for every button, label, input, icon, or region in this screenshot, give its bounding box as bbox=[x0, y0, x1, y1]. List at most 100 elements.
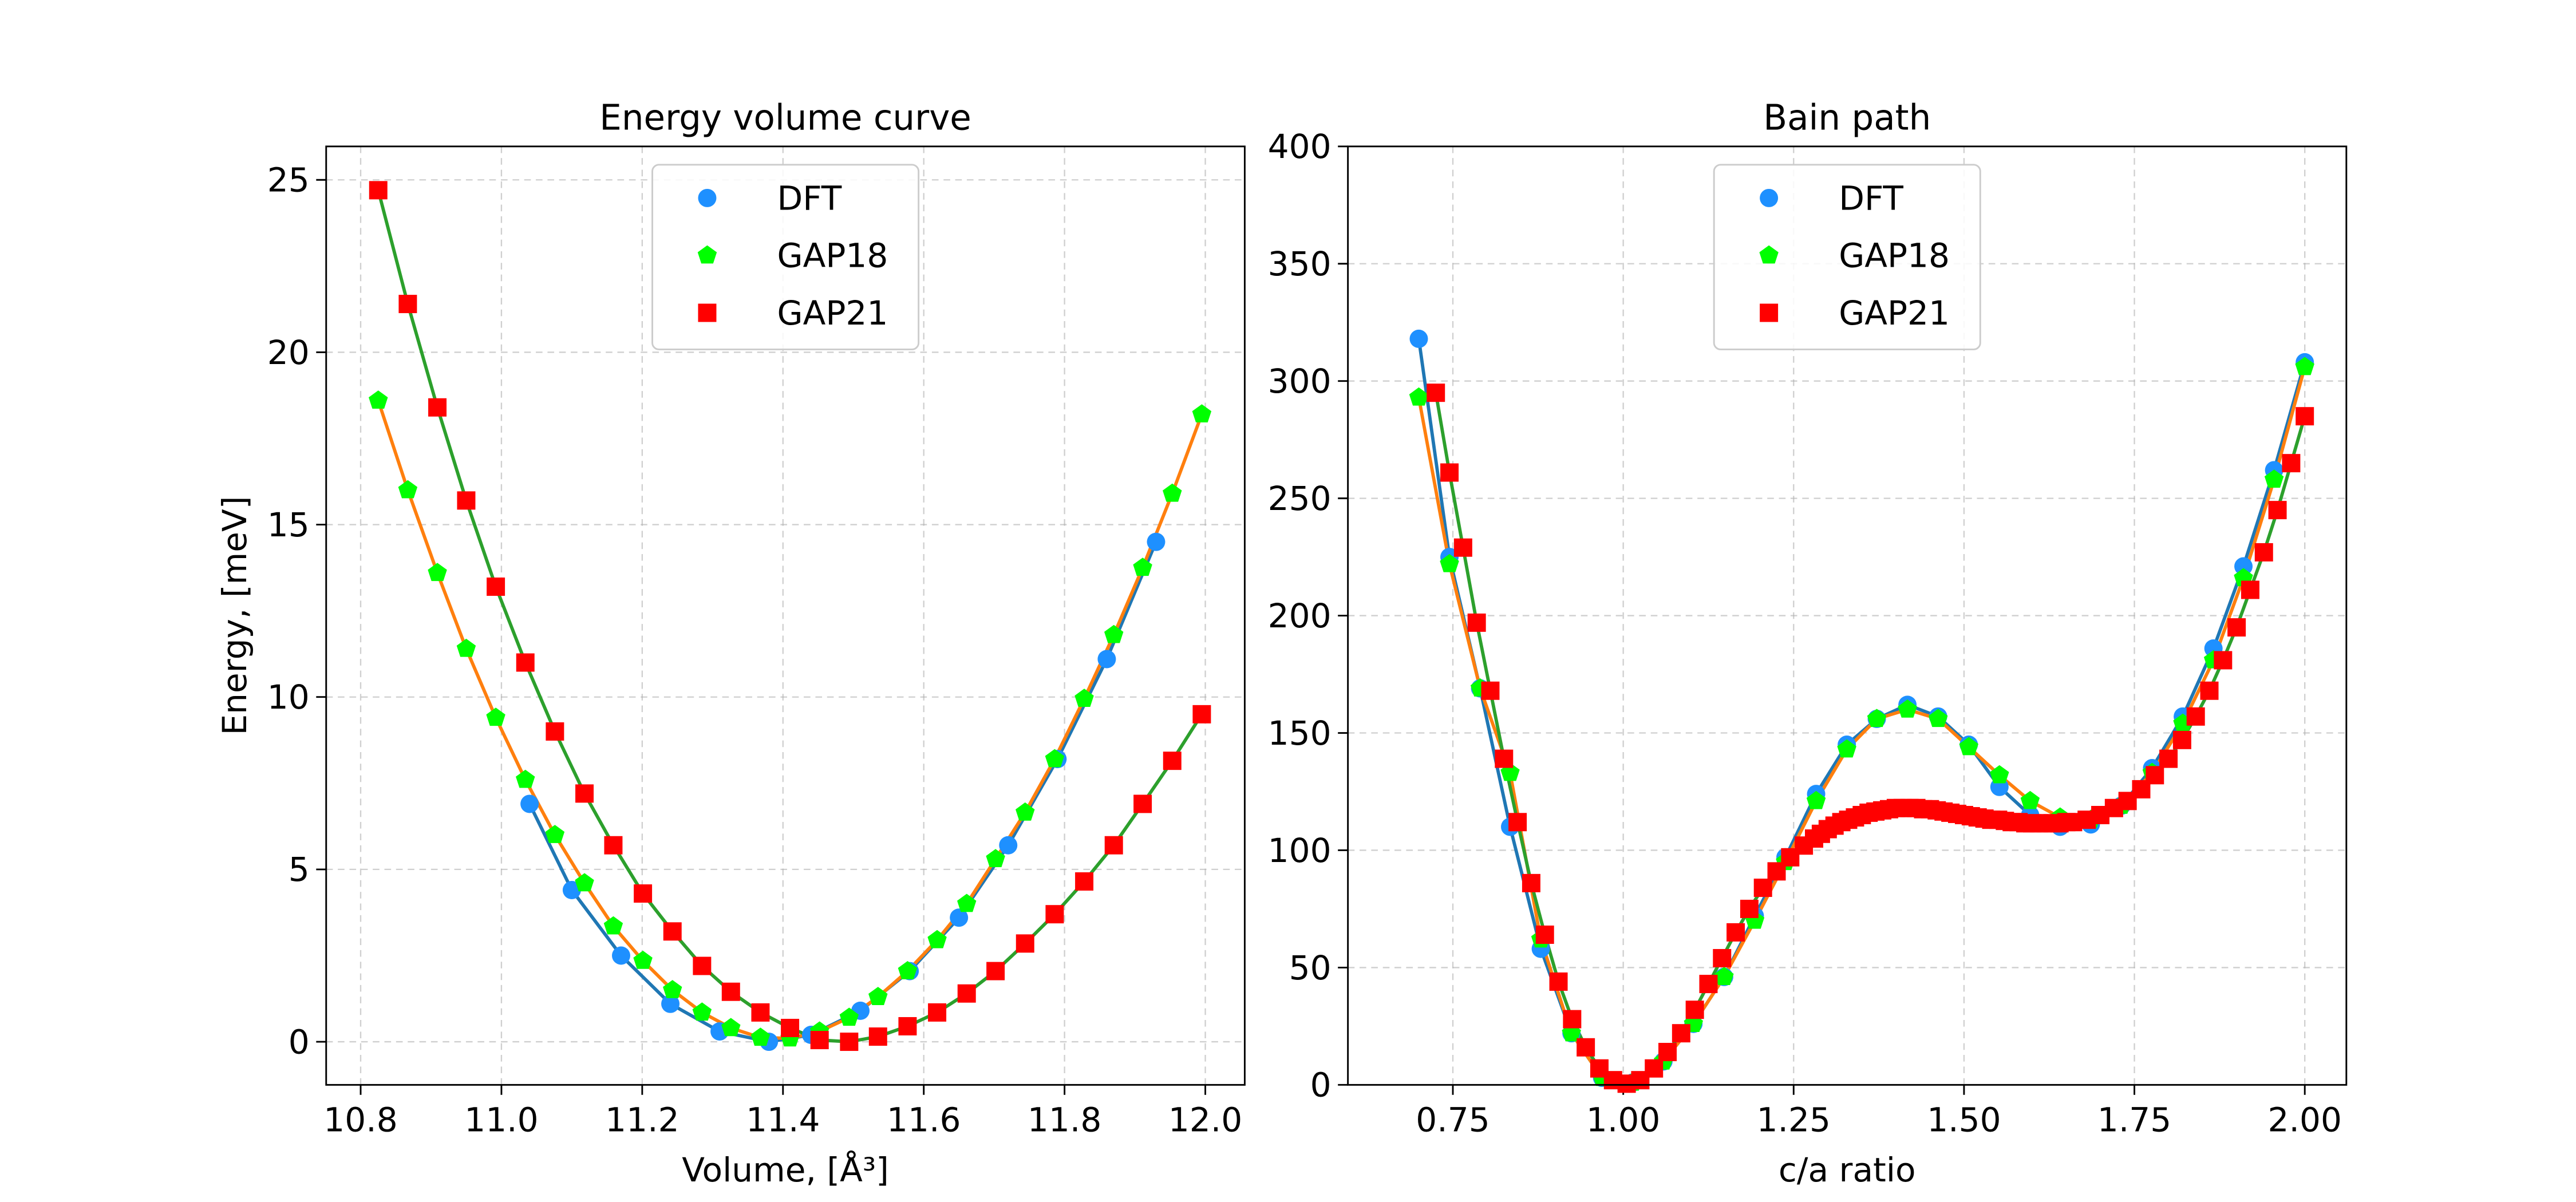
marker bbox=[2296, 407, 2314, 426]
marker bbox=[810, 1031, 829, 1050]
marker bbox=[1658, 1042, 1677, 1061]
marker bbox=[2264, 469, 2284, 488]
x-tick-label: 11.4 bbox=[746, 1101, 820, 1140]
marker bbox=[520, 794, 539, 813]
y-tick-label: 0 bbox=[289, 1022, 310, 1061]
marker bbox=[1672, 1024, 1690, 1043]
legend-box bbox=[651, 164, 920, 350]
marker bbox=[2254, 543, 2273, 562]
x-tick-label: 1.25 bbox=[1757, 1101, 1831, 1140]
marker bbox=[2200, 681, 2219, 700]
legend-marker bbox=[1760, 303, 1779, 322]
y-tick-label: 350 bbox=[1268, 244, 1332, 283]
marker bbox=[634, 884, 653, 903]
marker bbox=[1045, 749, 1065, 768]
marker bbox=[693, 956, 712, 975]
legend-label: DFT bbox=[777, 179, 842, 218]
y-tick-label: 100 bbox=[1268, 831, 1332, 870]
marker bbox=[840, 1033, 859, 1051]
marker bbox=[562, 881, 581, 900]
marker bbox=[2282, 454, 2301, 473]
marker bbox=[750, 1027, 771, 1046]
x-tick-label: 11.8 bbox=[1028, 1101, 1101, 1140]
plot-title: Energy volume curve bbox=[599, 98, 971, 139]
marker bbox=[1837, 739, 1856, 758]
legend-marker bbox=[1760, 188, 1779, 207]
marker bbox=[1163, 483, 1182, 502]
y-tick-label: 15 bbox=[267, 505, 310, 544]
y-axis-label: Energy, [meV] bbox=[215, 496, 254, 736]
marker bbox=[456, 638, 476, 657]
y-tick-label: 150 bbox=[1268, 714, 1332, 753]
marker bbox=[633, 950, 653, 969]
marker bbox=[575, 873, 594, 892]
marker bbox=[1522, 873, 1540, 892]
marker bbox=[1016, 934, 1034, 953]
legend-label: GAP18 bbox=[777, 236, 888, 275]
legend-label: GAP18 bbox=[1839, 236, 1950, 275]
marker bbox=[487, 577, 505, 596]
marker bbox=[603, 916, 623, 935]
marker bbox=[1699, 975, 1718, 994]
marker bbox=[1714, 967, 1734, 986]
marker bbox=[1928, 709, 1948, 727]
y-tick-label: 25 bbox=[267, 161, 310, 200]
marker bbox=[927, 930, 947, 948]
marker bbox=[1990, 765, 2009, 784]
legend-label: DFT bbox=[1839, 179, 1903, 218]
marker bbox=[1104, 836, 1123, 855]
marker bbox=[457, 491, 476, 510]
marker bbox=[1409, 387, 1429, 406]
marker bbox=[428, 398, 447, 417]
marker bbox=[369, 390, 388, 409]
marker bbox=[1133, 557, 1152, 576]
marker bbox=[398, 480, 418, 499]
y-tick-label: 300 bbox=[1268, 362, 1332, 401]
marker bbox=[957, 984, 976, 1003]
marker bbox=[2241, 580, 2259, 599]
legend-marker bbox=[697, 245, 717, 264]
y-tick-label: 50 bbox=[1289, 948, 1332, 987]
x-tick-label: 0.75 bbox=[1416, 1101, 1490, 1140]
marker bbox=[1535, 926, 1554, 944]
plot-frame bbox=[325, 145, 1246, 1086]
marker bbox=[1192, 404, 1212, 423]
y-tick-label: 10 bbox=[267, 678, 310, 717]
y-tick-label: 0 bbox=[1310, 1066, 1332, 1105]
marker bbox=[428, 563, 447, 582]
marker bbox=[1453, 538, 1472, 557]
marker bbox=[663, 980, 682, 998]
marker bbox=[2146, 766, 2164, 785]
marker bbox=[999, 836, 1018, 855]
marker bbox=[1495, 749, 1514, 768]
marker bbox=[781, 1018, 800, 1037]
x-axis-label: Volume, [Å³] bbox=[682, 1150, 889, 1189]
legend-marker bbox=[698, 188, 717, 207]
marker bbox=[986, 962, 1005, 980]
marker bbox=[1508, 813, 1527, 832]
legend-marker bbox=[1759, 245, 1779, 264]
marker bbox=[2227, 618, 2246, 637]
marker bbox=[1740, 899, 1759, 918]
marker bbox=[604, 836, 623, 855]
marker bbox=[2214, 651, 2233, 670]
x-tick-label: 11.6 bbox=[887, 1101, 961, 1140]
y-tick-label: 250 bbox=[1268, 479, 1332, 518]
x-axis-label: c/a ratio bbox=[1779, 1150, 1916, 1189]
marker bbox=[1959, 737, 1978, 756]
marker bbox=[1753, 879, 1772, 897]
x-tick-label: 11.2 bbox=[605, 1101, 679, 1140]
marker bbox=[1867, 709, 1887, 727]
marker bbox=[1481, 681, 1500, 700]
marker bbox=[2020, 790, 2040, 809]
marker bbox=[928, 1003, 947, 1022]
plot-title: Bain path bbox=[1763, 98, 1931, 139]
marker bbox=[575, 784, 594, 803]
y-tick-label: 200 bbox=[1268, 596, 1332, 635]
x-tick-label: 2.00 bbox=[2268, 1101, 2342, 1140]
y-tick-label: 20 bbox=[267, 333, 310, 372]
x-tick-label: 1.50 bbox=[1927, 1101, 2001, 1140]
marker bbox=[661, 994, 680, 1013]
